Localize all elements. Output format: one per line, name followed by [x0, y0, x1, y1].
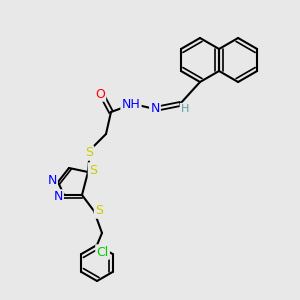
Text: N: N	[47, 173, 57, 187]
Text: S: S	[85, 146, 93, 160]
Text: N: N	[53, 190, 63, 203]
Text: S: S	[95, 205, 103, 218]
Text: N: N	[150, 103, 160, 116]
Text: Cl: Cl	[97, 245, 109, 259]
Text: H: H	[181, 104, 189, 114]
Text: S: S	[89, 164, 97, 176]
Text: O: O	[95, 88, 105, 100]
Text: NH: NH	[122, 98, 140, 110]
